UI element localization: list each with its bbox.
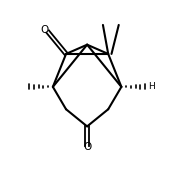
Text: O: O <box>83 142 91 152</box>
Text: O: O <box>41 25 49 35</box>
Text: H: H <box>148 82 155 91</box>
